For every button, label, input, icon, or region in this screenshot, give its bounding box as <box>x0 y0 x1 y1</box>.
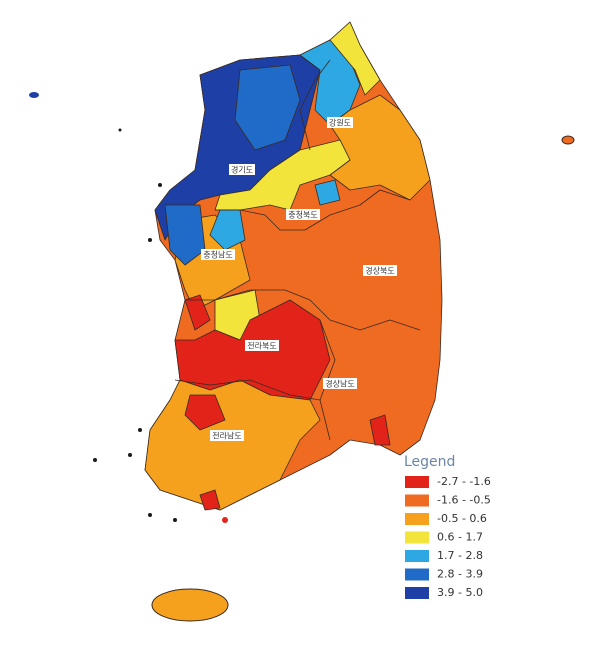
label-box <box>286 209 320 220</box>
label-box <box>210 430 244 441</box>
legend: Legend -2.7 - -1.6 -1.6 - -0.5 -0.5 - 0.6 0… <box>404 454 491 599</box>
legend-label: 1.7 - 2.8 <box>437 549 483 562</box>
legend-swatch <box>405 494 429 507</box>
legend-swatch <box>405 550 429 562</box>
legend-label: -1.6 - -0.5 <box>437 494 491 507</box>
legend-label: -0.5 - 0.6 <box>437 512 487 525</box>
region-label: 충청남도 <box>203 251 232 260</box>
region-label: 전라남도 <box>212 431 241 441</box>
label-box <box>363 265 397 276</box>
mainland <box>144 21 443 511</box>
label-box <box>201 249 235 260</box>
legend-label: 0.6 - 1.7 <box>437 531 483 544</box>
legend-swatch <box>405 513 429 525</box>
region-label: 전라북도 <box>247 341 276 351</box>
region-label: 충청북도 <box>288 211 317 220</box>
label-box <box>229 164 255 175</box>
region-label: 강원도 <box>329 118 351 128</box>
label-box <box>323 378 357 389</box>
region-labels: 강원도 경기도 충청북도 충청남도 경상북도 전라북도 경상남도 전라남도 <box>201 117 397 441</box>
label-box <box>327 117 353 128</box>
legend-swatch <box>405 476 429 488</box>
region-label: 경상남도 <box>325 379 354 389</box>
legend-swatch <box>405 587 429 599</box>
region-label: 경기도 <box>231 165 253 175</box>
legend-swatch <box>405 531 429 544</box>
legend-label: 2.8 - 3.9 <box>437 568 483 581</box>
legend-swatch <box>405 568 429 581</box>
region-label: 경상북도 <box>365 266 394 276</box>
islands <box>29 92 575 622</box>
label-box <box>245 340 279 351</box>
legend-label: -2.7 - -1.6 <box>437 475 491 488</box>
legend-label: 3.9 - 5.0 <box>437 586 483 599</box>
legend-title: Legend <box>404 454 455 470</box>
